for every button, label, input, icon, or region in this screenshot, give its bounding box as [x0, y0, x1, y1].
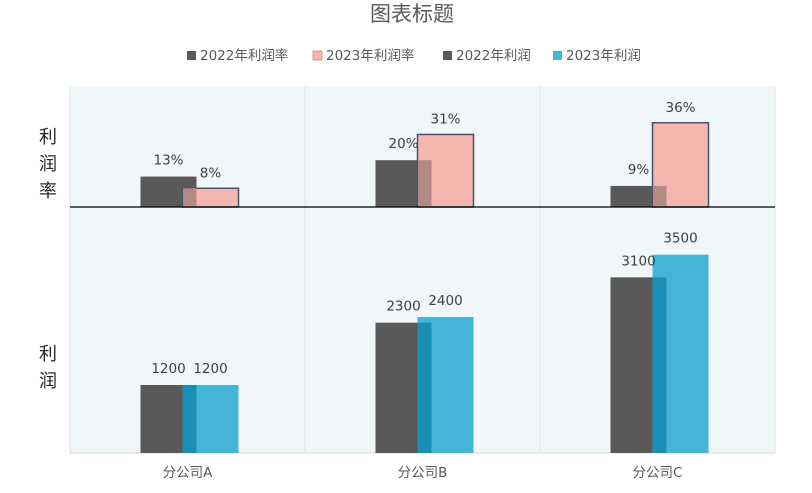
bar-rate-overlap [418, 160, 432, 207]
legend-label: 2023年利润率 [326, 47, 414, 64]
data-labels-layer: 13% 8% 1200 1200 20% 31% 2300 2400 9% 36% 3100 3500 [151, 100, 697, 377]
chart-title: 图表标题 [370, 2, 454, 26]
data-label-profit-2022: 1200 [151, 361, 185, 377]
legend-swatch [553, 51, 562, 60]
legend-label: 2023年利润 [566, 48, 641, 64]
legend-swatch [187, 51, 196, 60]
category-axis: 分公司A 分公司B 分公司C [163, 465, 683, 481]
panel-label-rate-char: 利 [39, 127, 57, 148]
data-label-rate-2022: 13% [153, 153, 183, 169]
panel-label-profit-char: 润 [39, 371, 57, 392]
bars-layer [140, 122, 710, 453]
bar-profit-overlap [417, 322, 432, 453]
bar-rate-overlap [183, 188, 197, 207]
data-label-rate-2023: 36% [665, 100, 695, 116]
data-label-rate-2023: 31% [430, 111, 460, 127]
bar-profit-overlap [652, 277, 667, 453]
bar-rate-overlap [653, 185, 667, 207]
panel-label-rate-char: 率 [39, 181, 57, 202]
data-label-rate-2022: 20% [388, 136, 418, 152]
category-label: 分公司B [398, 465, 448, 481]
legend-swatch [312, 50, 323, 61]
data-label-profit-2023: 1200 [193, 361, 227, 377]
legend: 2022年利润率 2023年利润率 2022年利润 2023年利润 [187, 47, 641, 64]
panel-label-profit-char: 利 [39, 344, 57, 365]
category-label: 分公司C [633, 465, 683, 481]
legend-label: 2022年利润率 [200, 47, 288, 64]
data-label-rate-2023: 8% [200, 165, 222, 181]
bar-profit-overlap [182, 385, 197, 453]
data-label-rate-2022: 9% [628, 162, 650, 178]
data-label-profit-2023: 3500 [663, 231, 697, 247]
legend-swatch [443, 51, 452, 60]
category-label: 分公司A [163, 465, 213, 481]
data-label-profit-2022: 2300 [386, 299, 420, 315]
panel-label-rate-char: 润 [39, 154, 57, 175]
data-label-profit-2022: 3100 [621, 253, 655, 269]
legend-label: 2022年利润 [456, 48, 531, 64]
data-label-profit-2023: 2400 [428, 293, 462, 309]
